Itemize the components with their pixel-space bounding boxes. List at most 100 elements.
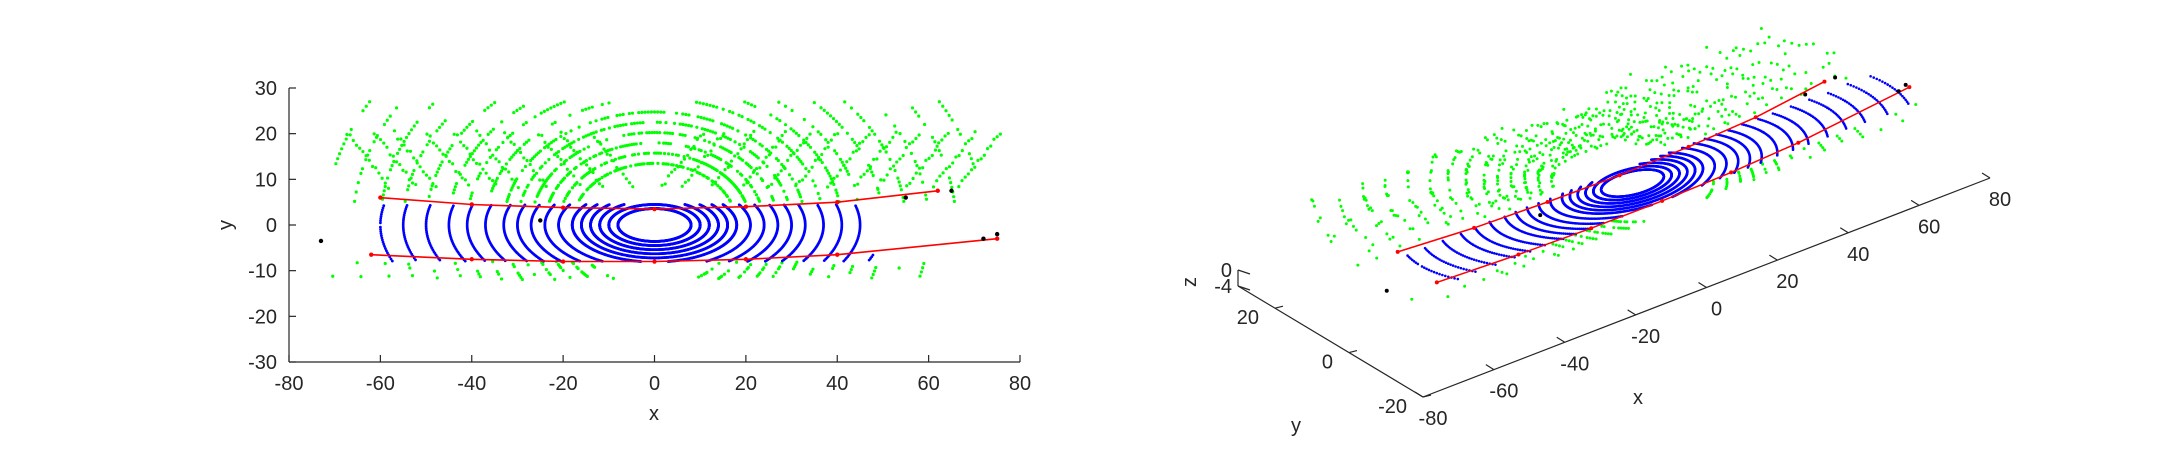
- non-ground-point: [617, 156, 621, 160]
- non-ground-point: [933, 140, 937, 144]
- non-ground-point: [989, 144, 993, 148]
- non-ground-point: [831, 266, 835, 270]
- non-ground-point: [664, 121, 668, 125]
- non-ground-point: [783, 123, 788, 127]
- non-ground-point: [827, 171, 831, 175]
- non-ground-point: [515, 149, 520, 153]
- non-ground-point: [649, 110, 653, 114]
- non-ground-point: [492, 184, 496, 188]
- non-ground-point: [872, 157, 876, 161]
- non-ground-point: [500, 165, 504, 170]
- non-ground-point: [585, 163, 589, 167]
- non-ground-point: [740, 115, 744, 119]
- non-ground-point: [734, 260, 739, 264]
- non-ground-point: [678, 132, 682, 137]
- non-ground-point: [722, 272, 727, 276]
- non-ground-point: [751, 170, 755, 174]
- non-ground-point: [428, 134, 432, 138]
- non-ground-point: [691, 157, 696, 161]
- non-ground-point: [487, 176, 491, 180]
- non-ground-point: [431, 102, 435, 106]
- non-ground-point: [743, 100, 747, 104]
- non-ground-point: [746, 265, 750, 270]
- non-ground-point: [748, 263, 753, 267]
- non-ground-point: [553, 120, 557, 125]
- non-ground-point: [794, 182, 798, 186]
- non-ground-point: [728, 109, 732, 114]
- non-ground-point: [632, 121, 637, 125]
- non-ground-point: [584, 107, 588, 111]
- non-ground-point: [924, 158, 928, 162]
- ground-point: [710, 203, 714, 206]
- ground-point: [749, 224, 752, 228]
- non-ground-point: [572, 167, 577, 171]
- non-ground-point: [547, 157, 551, 162]
- non-ground-point: [815, 153, 819, 157]
- non-ground-point: [466, 157, 471, 161]
- non-ground-point: [982, 153, 986, 157]
- non-ground-point: [777, 139, 781, 143]
- non-ground-point: [676, 165, 680, 169]
- non-ground-point: [843, 100, 847, 104]
- non-ground-point: [703, 127, 707, 132]
- non-ground-point: [453, 261, 457, 265]
- non-ground-point: [770, 145, 775, 149]
- non-ground-point: [579, 195, 583, 200]
- non-ground-point: [832, 263, 836, 268]
- non-ground-point: [681, 112, 685, 116]
- non-ground-point: [745, 137, 750, 142]
- non-ground-point: [615, 113, 619, 118]
- non-ground-point: [457, 170, 461, 175]
- non-ground-point: [510, 155, 514, 159]
- non-ground-point: [960, 149, 964, 153]
- ground-point: [683, 203, 687, 206]
- non-ground-point: [705, 117, 709, 121]
- non-ground-point: [686, 167, 690, 171]
- non-ground-point: [921, 266, 925, 270]
- non-ground-point: [578, 182, 582, 187]
- non-ground-point: [354, 143, 359, 147]
- non-ground-point: [683, 180, 688, 184]
- non-ground-point: [764, 147, 769, 151]
- non-ground-point: [720, 274, 724, 278]
- non-ground-point: [496, 145, 501, 149]
- non-ground-point: [908, 181, 912, 185]
- non-ground-point: [485, 160, 489, 165]
- non-ground-point: [888, 167, 892, 171]
- left-point-cloud: [331, 100, 1002, 282]
- non-ground-point: [663, 131, 667, 135]
- non-ground-point: [816, 157, 821, 161]
- non-ground-point: [681, 133, 685, 137]
- non-ground-point: [544, 184, 548, 188]
- non-ground-point: [826, 140, 830, 145]
- non-ground-point: [718, 145, 723, 149]
- non-ground-point: [452, 188, 456, 192]
- non-ground-point: [797, 133, 801, 138]
- non-ground-point: [956, 127, 960, 132]
- non-ground-point: [943, 134, 947, 138]
- non-ground-point: [340, 147, 344, 151]
- non-ground-point: [619, 145, 623, 149]
- non-ground-point: [696, 115, 700, 119]
- non-ground-point: [529, 158, 533, 163]
- non-ground-point: [971, 162, 975, 166]
- non-ground-point: [383, 184, 387, 189]
- non-ground-point: [914, 171, 918, 175]
- non-ground-point: [624, 177, 628, 181]
- non-ground-point: [460, 176, 464, 180]
- non-ground-point: [811, 179, 815, 183]
- non-ground-point: [555, 103, 560, 107]
- non-ground-point: [627, 111, 631, 116]
- non-ground-point: [924, 197, 929, 201]
- non-ground-point: [884, 113, 888, 117]
- non-ground-point: [973, 130, 977, 134]
- non-ground-point: [488, 155, 492, 159]
- non-ground-point: [629, 132, 633, 136]
- ground-point: [707, 223, 711, 227]
- non-ground-point: [559, 101, 563, 105]
- non-ground-point: [402, 143, 406, 147]
- non-ground-point: [798, 143, 803, 147]
- non-ground-point: [563, 196, 567, 201]
- non-ground-point: [856, 112, 860, 116]
- non-ground-point: [477, 174, 481, 178]
